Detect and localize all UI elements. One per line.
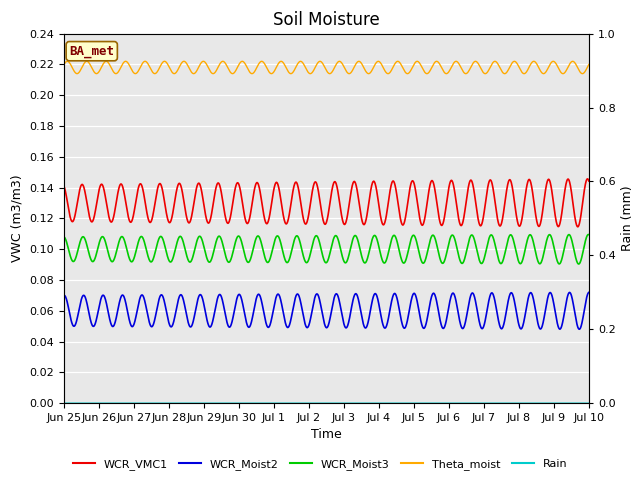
Text: BA_met: BA_met — [69, 45, 115, 58]
Legend: WCR_VMC1, WCR_Moist2, WCR_Moist3, Theta_moist, Rain: WCR_VMC1, WCR_Moist2, WCR_Moist3, Theta_… — [68, 455, 572, 474]
Title: Soil Moisture: Soil Moisture — [273, 11, 380, 29]
Y-axis label: VWC (m3/m3): VWC (m3/m3) — [11, 175, 24, 262]
X-axis label: Time: Time — [311, 429, 342, 442]
Y-axis label: Rain (mm): Rain (mm) — [621, 186, 634, 251]
